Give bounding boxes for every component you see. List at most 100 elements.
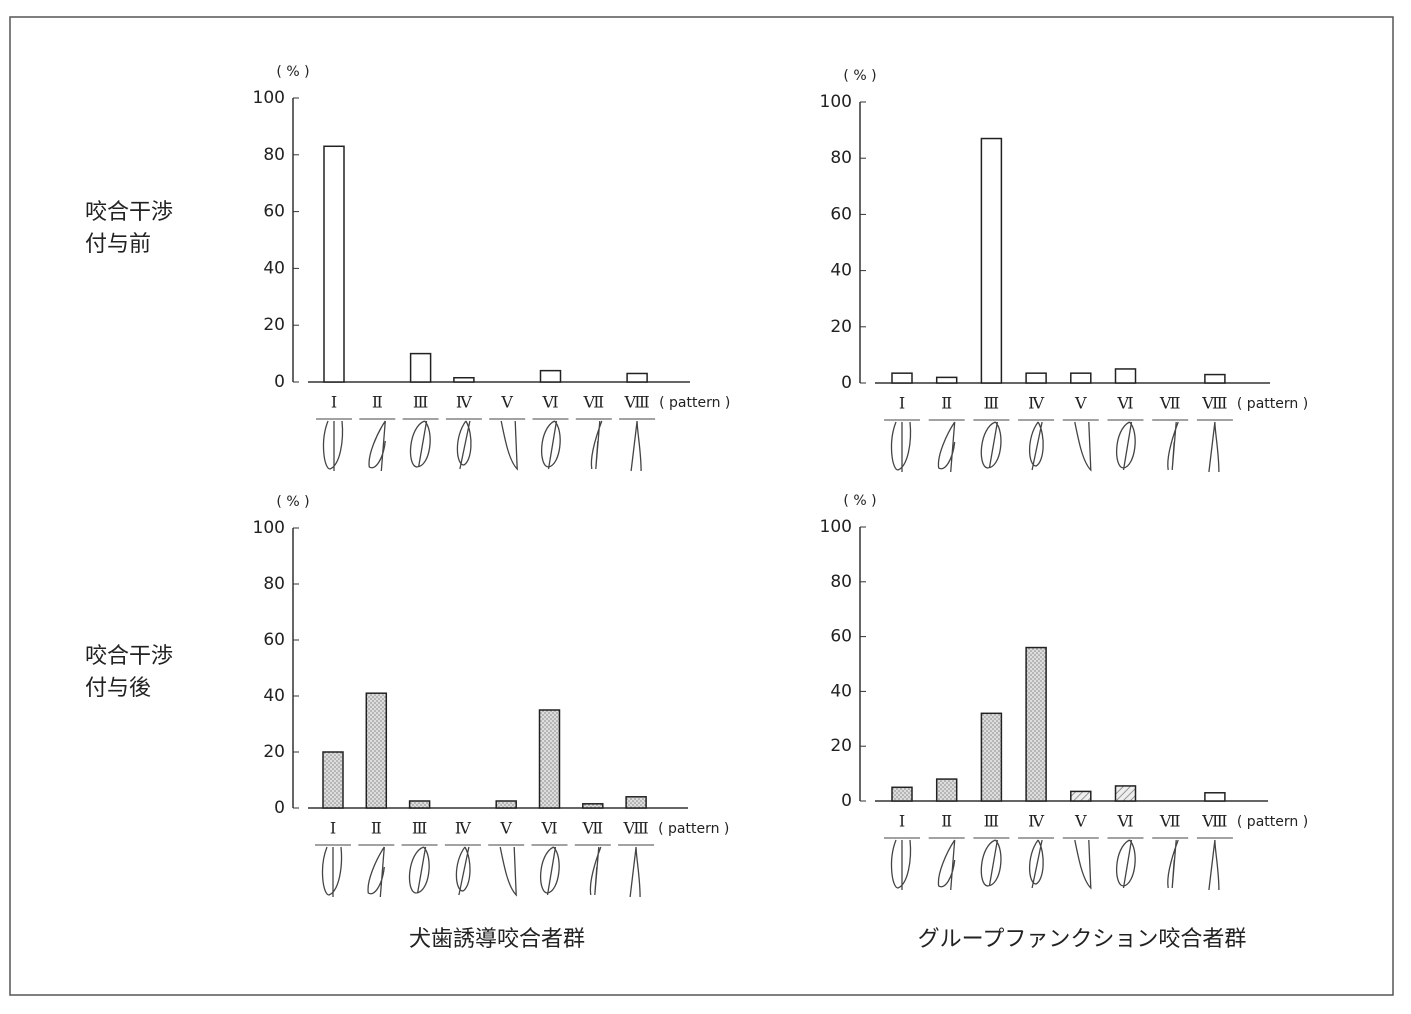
pattern-glyph: [322, 420, 344, 471]
pattern-glyph: [367, 846, 385, 898]
x-unit: ( pattern ): [1237, 396, 1308, 412]
x-tick-label: Ⅳ: [1028, 394, 1045, 413]
x-tick-label: Ⅲ: [984, 812, 999, 831]
x-tick-label: Ⅰ: [331, 393, 337, 412]
pattern-glyph: [408, 846, 430, 894]
x-tick-label: Ⅷ: [1201, 812, 1227, 831]
x-tick-label: Ⅵ: [541, 393, 558, 412]
pattern-glyph: [1208, 839, 1220, 891]
x-tick-label: Ⅷ: [1201, 394, 1227, 413]
pattern-glyph: [629, 846, 641, 898]
bar: [409, 352, 432, 383]
x-tick-label: Ⅳ: [1028, 812, 1045, 831]
bar: [453, 376, 475, 383]
pattern-glyph: [1208, 421, 1220, 473]
pattern-glyph: [1074, 421, 1092, 472]
x-tick-label: Ⅲ: [412, 819, 427, 838]
bar: [495, 800, 517, 809]
pattern-glyph: [630, 420, 642, 472]
pattern-glyph: [890, 839, 912, 890]
x-tick-label: Ⅱ: [941, 812, 952, 831]
x-unit: ( pattern ): [1237, 814, 1308, 830]
pattern-glyph: [321, 846, 343, 897]
column-label: グループファンクション咬合者群: [918, 927, 1247, 952]
y-tick-label: 0: [274, 798, 285, 818]
y-tick-label: 100: [253, 518, 285, 538]
pattern-glyph: [1115, 839, 1136, 889]
y-tick-label: 100: [820, 517, 852, 537]
y-tick-label: 80: [830, 148, 852, 168]
y-tick-label: 20: [263, 315, 285, 335]
x-tick-label: Ⅴ: [1074, 394, 1087, 413]
pattern-glyph: [368, 420, 386, 472]
pattern-glyph: [539, 846, 560, 896]
y-tick-label: 40: [263, 258, 285, 278]
bar: [891, 372, 913, 384]
y-tick-label: 80: [263, 574, 285, 594]
x-tick-label: Ⅳ: [456, 393, 473, 412]
bar: [1204, 373, 1226, 384]
bar: [322, 751, 344, 809]
bar: [323, 145, 345, 383]
x-tick-label: Ⅵ: [540, 819, 557, 838]
pattern-glyph: [890, 421, 912, 472]
pattern-glyph: [500, 420, 518, 471]
frame: [9, 16, 1394, 996]
pattern-glyph: [1115, 421, 1136, 471]
x-tick-label: Ⅵ: [1116, 812, 1133, 831]
bar: [1114, 785, 1137, 802]
x-tick-label: Ⅴ: [499, 819, 512, 838]
pattern-glyph: [456, 420, 472, 470]
pattern-glyph: [980, 421, 1002, 469]
y-unit: ( % ): [276, 494, 309, 510]
row-label: 咬合干渉: [85, 644, 173, 669]
bar: [582, 803, 604, 809]
x-unit: ( pattern ): [659, 395, 730, 411]
bar: [408, 800, 431, 809]
y-tick-label: 60: [263, 630, 285, 650]
y-tick-label: 60: [263, 202, 285, 222]
x-tick-label: Ⅱ: [941, 394, 952, 413]
pattern-glyph: [1167, 839, 1179, 889]
bar: [1025, 372, 1047, 384]
x-tick-label: Ⅳ: [455, 819, 472, 838]
pattern-glyph: [590, 420, 603, 470]
bar: [980, 137, 1003, 384]
pattern-glyph: [937, 421, 956, 473]
pattern-glyph: [1167, 421, 1179, 471]
y-tick-label: 40: [263, 686, 285, 706]
y-tick-label: 20: [830, 317, 852, 337]
bar: [1114, 368, 1137, 384]
x-tick-label: Ⅲ: [413, 393, 428, 412]
y-unit: ( % ): [276, 64, 309, 80]
bar: [935, 778, 958, 802]
pattern-glyph: [937, 839, 956, 891]
pattern-glyph: [1074, 839, 1092, 890]
x-tick-label: Ⅷ: [623, 393, 649, 412]
bar: [626, 372, 648, 383]
bar: [1070, 790, 1092, 802]
column-label: 犬歯誘導咬合者群: [409, 927, 585, 952]
y-tick-label: 0: [274, 372, 285, 392]
x-tick-label: Ⅰ: [899, 812, 905, 831]
pattern-glyph: [409, 420, 431, 468]
y-tick-label: 40: [830, 681, 852, 701]
x-tick-label: Ⅴ: [500, 393, 513, 412]
y-tick-label: 60: [830, 204, 852, 224]
x-tick-label: Ⅶ: [1159, 812, 1181, 831]
bar: [539, 369, 562, 383]
y-tick-label: 100: [820, 92, 852, 112]
bar: [1204, 792, 1226, 802]
pattern-glyph: [589, 846, 602, 896]
y-tick-label: 20: [263, 742, 285, 762]
x-tick-label: Ⅷ: [622, 819, 648, 838]
x-tick-label: Ⅱ: [371, 819, 382, 838]
y-tick-label: 0: [841, 791, 852, 811]
bar: [538, 709, 561, 809]
y-tick-label: 80: [830, 572, 852, 592]
y-unit: ( % ): [843, 493, 876, 509]
y-tick-label: 0: [841, 373, 852, 393]
y-tick-label: 60: [830, 627, 852, 647]
